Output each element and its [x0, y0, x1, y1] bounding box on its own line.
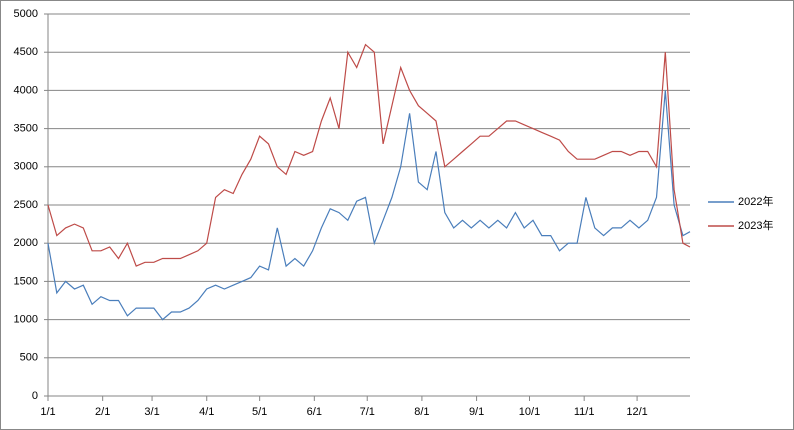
y-tick-label: 3500: [14, 123, 38, 135]
x-tick-label: 10/1: [519, 406, 540, 418]
y-tick-label: 4500: [14, 46, 38, 58]
x-tick-label: 3/1: [144, 406, 159, 418]
y-tick-label: 3000: [14, 161, 38, 173]
y-tick-label: 5000: [14, 8, 38, 20]
series-line: [47, 43, 691, 267]
y-tick-label: 4000: [14, 84, 38, 96]
x-tick-label: 6/1: [307, 406, 322, 418]
y-tick-label: 1000: [14, 314, 38, 326]
x-tick-label: 1/1: [40, 406, 55, 418]
x-tick-label: 11/1: [574, 406, 595, 418]
y-tick-label: 1500: [14, 275, 38, 287]
x-tick-label: 12/1: [626, 406, 647, 418]
series-line: [47, 90, 691, 321]
y-tick-label: 0: [32, 390, 38, 402]
x-tick-label: 2/1: [95, 406, 110, 418]
x-tick-label: 4/1: [199, 406, 214, 418]
legend-label: 2022年: [738, 194, 773, 208]
y-tick-label: 2000: [14, 237, 38, 249]
x-tick-label: 8/1: [414, 406, 429, 418]
x-tick-label: 9/1: [469, 406, 484, 418]
y-tick-label: 500: [20, 352, 38, 364]
y-tick-label: 2500: [14, 199, 38, 211]
x-tick-label: 7/1: [360, 406, 375, 418]
x-tick-label: 5/1: [252, 406, 267, 418]
legend-label: 2023年: [738, 218, 773, 232]
